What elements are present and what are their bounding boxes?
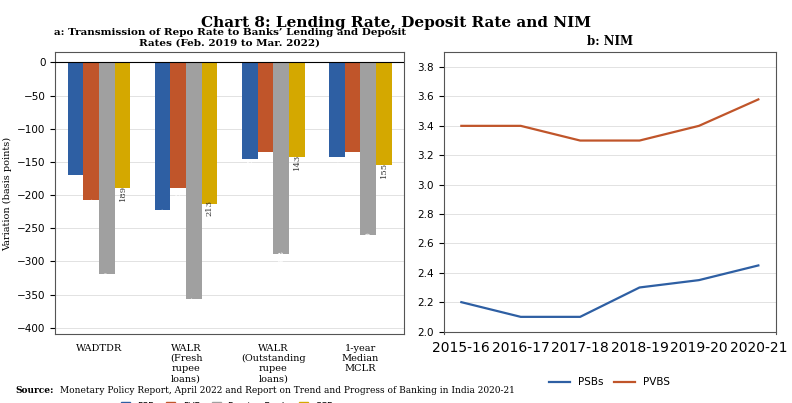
- PSBs: [695, 278, 704, 283]
- PSBs: [516, 314, 526, 319]
- Legend: PSBs, PVBS: PSBs, PVBS: [545, 373, 675, 391]
- Text: Chart 8: Lending Rate, Deposit Rate and NIM: Chart 8: Lending Rate, Deposit Rate and …: [201, 16, 591, 30]
- PVBS: [457, 123, 466, 128]
- Title: b: NIM: b: NIM: [587, 35, 633, 48]
- Line: PSBs: PSBs: [462, 266, 759, 317]
- Bar: [376, 62, 392, 165]
- Text: 143: 143: [333, 154, 341, 170]
- Bar: [202, 62, 218, 204]
- PVBS: [695, 123, 704, 128]
- PSBs: [575, 314, 584, 319]
- Line: PVBS: PVBS: [462, 100, 759, 141]
- Bar: [289, 62, 305, 157]
- Text: Monetary Policy Report, April 2022 and Report on Trend and Progress of Banking i: Monetary Policy Report, April 2022 and R…: [57, 386, 515, 395]
- Text: 155: 155: [380, 162, 388, 178]
- Text: 143: 143: [293, 154, 301, 170]
- PVBS: [635, 138, 645, 143]
- PSBs: [457, 300, 466, 305]
- Text: 135: 135: [261, 149, 269, 165]
- Text: 319: 319: [103, 271, 111, 287]
- Bar: [67, 62, 83, 175]
- Text: 357: 357: [190, 296, 198, 312]
- PVBS: [516, 123, 526, 128]
- Bar: [273, 62, 289, 253]
- Bar: [154, 62, 170, 210]
- Legend: PSBs, PVBs, Foreign Banks, SCBs: PSBs, PVBs, Foreign Banks, SCBs: [117, 399, 342, 403]
- Bar: [242, 62, 257, 159]
- PVBS: [754, 97, 763, 102]
- Bar: [99, 62, 115, 274]
- Bar: [257, 62, 273, 152]
- Bar: [115, 62, 131, 188]
- Text: 170: 170: [71, 172, 79, 188]
- Bar: [360, 62, 376, 235]
- Title: a: Transmission of Repo Rate to Banks’ Lending and Deposit
Rates (Feb. 2019 to M: a: Transmission of Repo Rate to Banks’ L…: [54, 28, 406, 48]
- PSBs: [635, 285, 645, 290]
- Text: 288: 288: [277, 250, 285, 266]
- Bar: [186, 62, 202, 299]
- Bar: [83, 62, 99, 200]
- Bar: [345, 62, 360, 152]
- PSBs: [754, 263, 763, 268]
- Text: 145: 145: [246, 155, 253, 172]
- Y-axis label: Variation (basis points): Variation (basis points): [2, 136, 12, 251]
- Bar: [170, 62, 186, 188]
- Text: Source:: Source:: [16, 386, 55, 395]
- PVBS: [575, 138, 584, 143]
- Text: 189: 189: [174, 185, 182, 201]
- Text: 189: 189: [119, 185, 127, 201]
- Bar: [329, 62, 345, 157]
- Text: 260: 260: [364, 232, 372, 247]
- Text: 135: 135: [348, 149, 356, 165]
- Text: 213: 213: [206, 200, 214, 216]
- Text: 223: 223: [158, 207, 166, 223]
- Text: 208: 208: [87, 197, 95, 213]
